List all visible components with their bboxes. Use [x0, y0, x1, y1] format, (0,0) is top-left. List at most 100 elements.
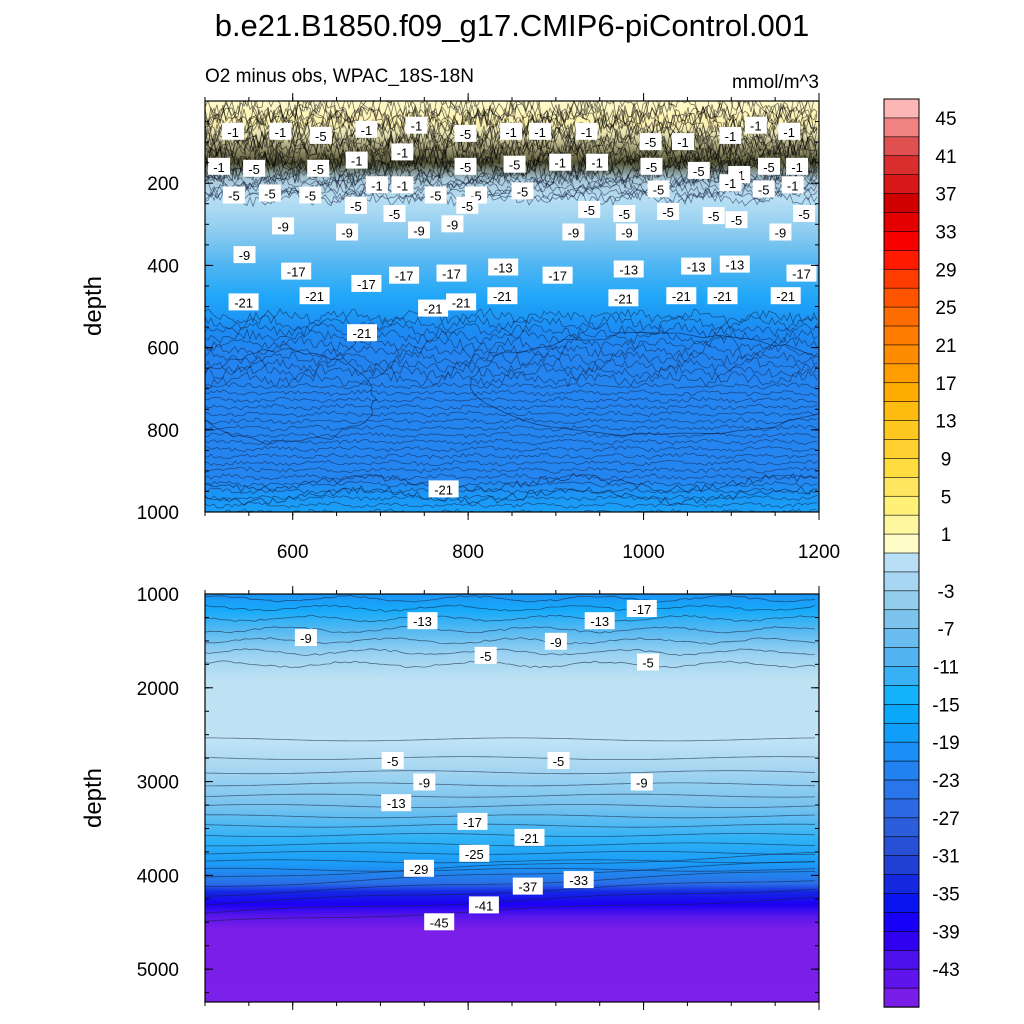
contour-label: -1	[397, 145, 409, 160]
contour-line	[205, 756, 816, 760]
colorbar-swatch	[883, 571, 920, 592]
contour-label-box	[222, 122, 245, 140]
contour-line	[205, 307, 818, 325]
y-tick-label: 5000	[137, 960, 179, 981]
contour-line	[205, 851, 816, 878]
contour-label-box	[441, 215, 464, 233]
contour-line	[205, 880, 816, 906]
colorbar-label: -3	[938, 582, 955, 603]
contour-label: -1	[361, 123, 373, 138]
contour-line	[205, 148, 818, 184]
contour-label: -9	[621, 226, 633, 241]
contour-label-box	[413, 773, 436, 791]
colorbar-label: 37	[935, 185, 956, 206]
contour-label-box	[657, 203, 680, 220]
lower-contours	[205, 594, 816, 922]
contour-label: -9	[775, 226, 787, 241]
contour-label-box	[752, 180, 775, 198]
contour-label-box	[584, 612, 615, 630]
contour-label: -1	[750, 119, 762, 134]
colorbar-swatch	[883, 495, 920, 516]
y-tick-label: 3000	[137, 773, 179, 794]
colorbar-swatch	[883, 306, 920, 327]
contour-label: -21	[234, 295, 253, 310]
contour-label-box	[299, 287, 330, 305]
contour-label-box	[542, 266, 573, 284]
contour-label: -5	[645, 135, 657, 150]
contour-label-box	[647, 180, 670, 198]
contour-line	[205, 871, 816, 897]
contour-label-box	[744, 116, 767, 134]
contour-label-box	[391, 176, 414, 194]
contour-label: -21	[713, 289, 732, 304]
contour-line	[205, 485, 818, 506]
y-tick-label: 1000	[137, 503, 179, 524]
contour-label-box	[381, 794, 412, 812]
contour-label: -5	[350, 199, 362, 214]
colorbar-swatch	[883, 174, 920, 195]
contour-label-box	[381, 752, 404, 769]
colorbar-swatch	[883, 949, 920, 970]
contour-label: -9	[341, 226, 353, 241]
contour-label-box	[243, 159, 266, 177]
contour-label: -1	[505, 125, 517, 140]
contour-label-box	[547, 752, 570, 769]
contour-line	[205, 851, 815, 855]
contour-label-box	[351, 274, 382, 292]
contour-label: -33	[569, 873, 588, 888]
lower-panel: -9 -13 -5 -9 -13 -17 -5 -5 -9 -13 -17 -21 -25 -29 -5 -9…	[80, 585, 820, 1010]
lower-ticks: 1000 2000 3000 4000 5000	[137, 585, 820, 1010]
contour-label: -5	[248, 162, 260, 177]
contour-line	[205, 139, 818, 176]
contour-label-box	[640, 157, 663, 175]
contour-label: -21	[520, 831, 539, 846]
contour-label-box	[456, 196, 479, 214]
contour-label: -45	[430, 915, 449, 930]
subtitle-left: O2 minus obs, WPAC_18S-18N	[205, 66, 474, 87]
contour-label-box	[672, 133, 694, 151]
units-label: mmol/m^3	[732, 72, 819, 93]
colorbar-swatch	[883, 609, 920, 630]
contour-label-box	[687, 161, 710, 179]
contour-line	[205, 370, 818, 388]
contour-line	[205, 814, 816, 819]
contour-label-box	[544, 632, 567, 650]
contour-label: -1	[397, 178, 409, 193]
y-tick-label: 4000	[137, 866, 179, 887]
y-tick-label: 1000	[137, 585, 179, 606]
contour-loop	[205, 348, 378, 446]
colorbar-label: -43	[932, 960, 959, 981]
contour-label: -41	[475, 898, 494, 913]
contour-label-box	[769, 223, 792, 241]
contour-label: -5	[430, 189, 442, 204]
contour-label: -13	[590, 614, 609, 629]
x-tick-label: 600	[277, 542, 309, 563]
contour-label: -1	[581, 125, 593, 140]
contour-label: -21	[614, 291, 633, 306]
contour-line	[205, 501, 818, 509]
contour-line	[205, 648, 816, 657]
colorbar-swatch	[883, 382, 920, 403]
contour-label: -17	[463, 815, 482, 830]
contour-label: -1	[787, 178, 799, 193]
contour-label: -13	[413, 614, 432, 629]
colorbar-swatch	[883, 760, 920, 781]
contour-label-box	[208, 157, 230, 175]
colorbar-swatch	[883, 98, 920, 119]
contour-label-box	[770, 287, 801, 305]
contour-line	[205, 452, 818, 460]
contour-label-box	[299, 186, 322, 204]
contour-label-box	[514, 828, 545, 846]
contour-label: -5	[264, 187, 276, 202]
colorbar-label: -35	[932, 885, 959, 906]
contour-line	[205, 349, 818, 367]
contour-label-box	[446, 293, 477, 311]
contour-label-box	[272, 217, 295, 235]
x-tick-label: 1200	[798, 542, 840, 563]
contour-line	[205, 101, 818, 134]
contour-line	[205, 833, 816, 837]
contour-label: -17	[357, 277, 376, 292]
contour-line	[205, 594, 816, 603]
contour-label: -9	[636, 776, 648, 791]
contour-label: -1	[411, 119, 423, 134]
